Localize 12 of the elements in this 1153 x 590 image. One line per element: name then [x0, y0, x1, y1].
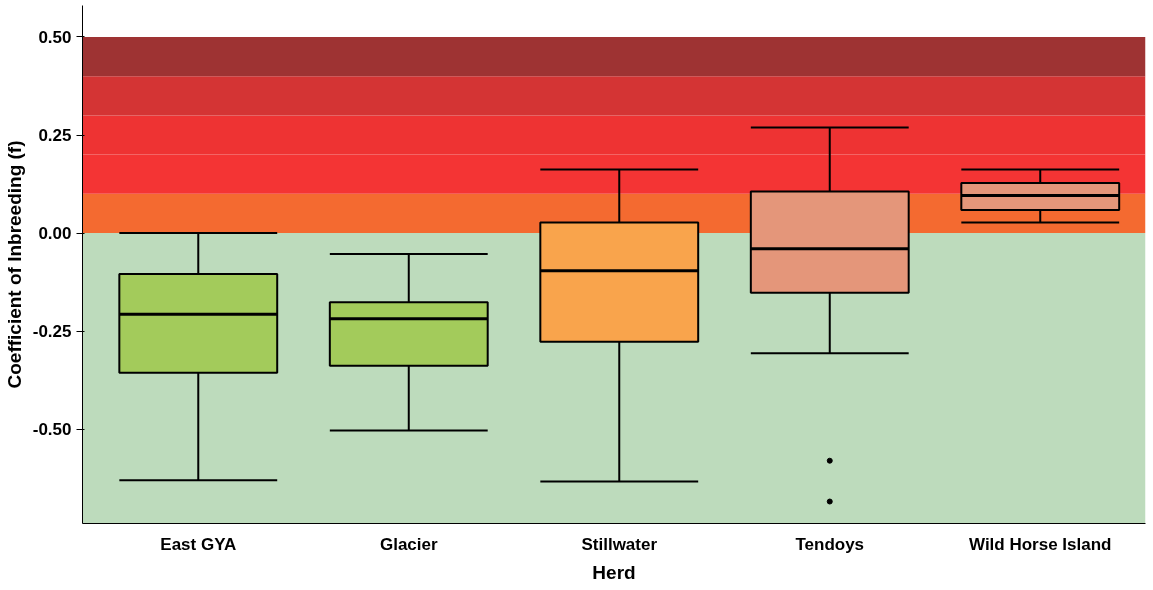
y-axis-title: Coefficient of Inbreeding (f): [3, 140, 25, 389]
y-tick-label: 0.50: [38, 27, 72, 47]
x-axis-title: Herd: [592, 561, 636, 583]
y-tick-label: 0.00: [38, 224, 72, 244]
y-tick-label: -0.50: [32, 420, 72, 440]
x-tick-label: Wild Horse Island: [969, 534, 1112, 554]
x-tick-label: Tendoys: [795, 534, 865, 554]
x-tick-label: Stillwater: [581, 534, 658, 554]
x-tick-label: East GYA: [160, 534, 237, 554]
x-tick-label: Glacier: [379, 534, 438, 554]
y-tick-label: -0.25: [32, 322, 72, 342]
y-tick-label: 0.25: [38, 126, 72, 145]
